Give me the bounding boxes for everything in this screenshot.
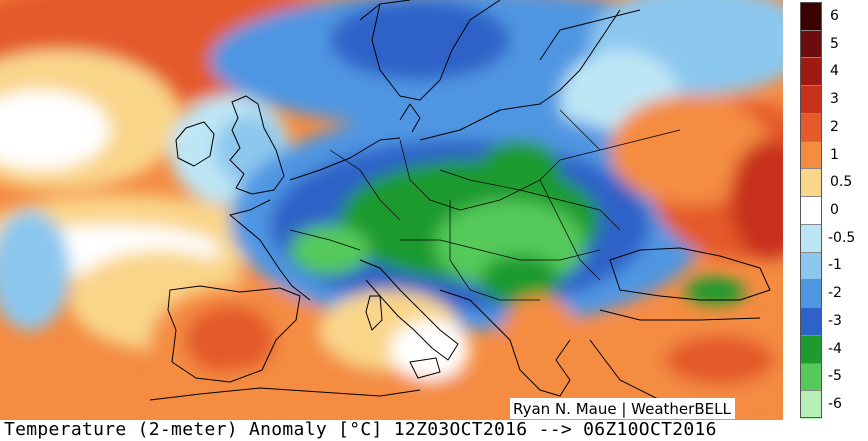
colorbar-label: 1 bbox=[830, 146, 839, 163]
colorbar-label: -6 bbox=[828, 396, 842, 413]
colorbar-swatch bbox=[800, 57, 822, 87]
colorbar-label: -2 bbox=[828, 285, 842, 302]
colorbar-label: 5 bbox=[830, 35, 839, 52]
colorbar-swatch bbox=[800, 279, 822, 309]
anomaly-map: Ryan N. Maue | WeatherBELL bbox=[0, 0, 783, 420]
colorbar-label: 6 bbox=[830, 7, 839, 24]
credit-label: Ryan N. Maue | WeatherBELL bbox=[510, 398, 735, 419]
colorbar-swatch bbox=[800, 29, 822, 59]
colorbar-legend: 6 5 4 3 2 1 0.5 0 -0.5 -1 -2 -3 -4 -5 -6 bbox=[800, 0, 868, 420]
anomaly-field bbox=[0, 0, 783, 420]
colorbar-label: -5 bbox=[828, 368, 842, 385]
colorbar-swatch bbox=[800, 334, 822, 364]
colorbar-swatch bbox=[800, 223, 822, 253]
map-title: Temperature (2-meter) Anomaly [°C] 12Z03… bbox=[4, 419, 717, 440]
colorbar-label: -0.5 bbox=[828, 229, 856, 246]
colorbar-label: -3 bbox=[828, 312, 842, 329]
colorbar-swatch bbox=[800, 196, 822, 226]
colorbar-swatch bbox=[800, 112, 822, 142]
colorbar-swatch bbox=[800, 390, 822, 420]
anomaly-blobs bbox=[0, 0, 783, 420]
colorbar-outline bbox=[800, 2, 822, 418]
colorbar-label: 4 bbox=[830, 63, 839, 80]
colorbar-label: 2 bbox=[830, 118, 839, 135]
colorbar-swatch bbox=[800, 140, 822, 170]
colorbar-label: 3 bbox=[830, 91, 839, 108]
colorbar-label: -1 bbox=[828, 257, 842, 274]
colorbar-swatch bbox=[800, 362, 822, 392]
coastlines bbox=[149, 0, 771, 401]
colorbar-swatch bbox=[800, 168, 822, 198]
colorbar-label: 0.5 bbox=[830, 174, 853, 191]
colorbar-label: 0 bbox=[830, 202, 839, 218]
colorbar-label: -4 bbox=[828, 340, 842, 357]
colorbar-swatch bbox=[800, 85, 822, 115]
colorbar-swatch bbox=[800, 251, 822, 281]
colorbar-swatch bbox=[800, 307, 822, 337]
